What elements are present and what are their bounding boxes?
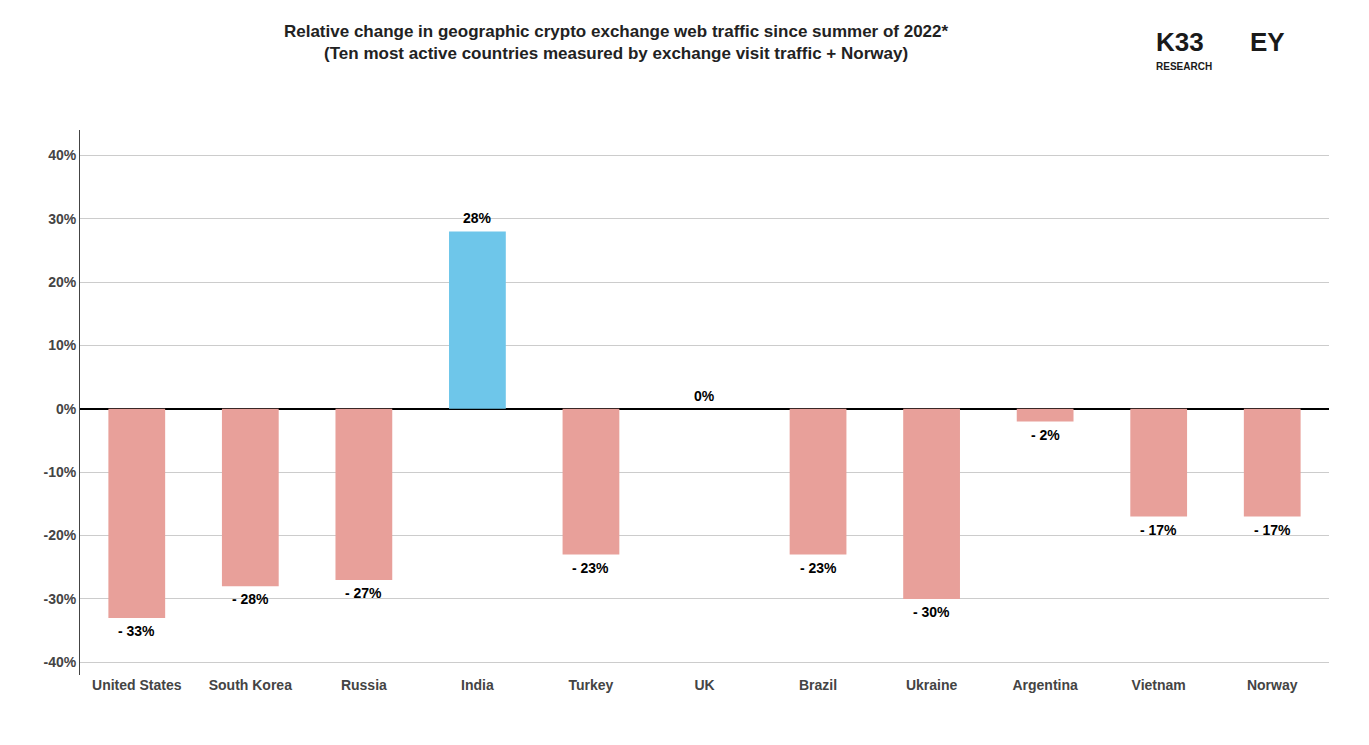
- svg-text:United States: United States: [92, 677, 182, 693]
- svg-text:10%: 10%: [48, 337, 77, 353]
- svg-text:20%: 20%: [48, 274, 77, 290]
- svg-text:0%: 0%: [56, 401, 77, 417]
- svg-text:Ukraine: Ukraine: [906, 677, 958, 693]
- svg-text:Norway: Norway: [1247, 677, 1298, 693]
- svg-text:-10%: -10%: [44, 464, 77, 480]
- svg-text:Argentina: Argentina: [1012, 677, 1078, 693]
- svg-text:EY: EY: [1250, 27, 1285, 57]
- svg-text:- 33%: - 33%: [118, 623, 155, 639]
- svg-text:0%: 0%: [694, 388, 715, 404]
- svg-text:30%: 30%: [48, 211, 77, 227]
- svg-text:-40%: -40%: [44, 654, 77, 670]
- svg-text:UK: UK: [694, 677, 714, 693]
- svg-text:- 23%: - 23%: [572, 560, 609, 576]
- svg-text:Brazil: Brazil: [799, 677, 837, 693]
- svg-text:K33: K33: [1156, 27, 1204, 57]
- svg-text:- 27%: - 27%: [345, 585, 382, 601]
- svg-text:South Korea: South Korea: [209, 677, 292, 693]
- svg-text:- 23%: - 23%: [800, 560, 837, 576]
- svg-text:Russia: Russia: [341, 677, 387, 693]
- svg-text:Turkey: Turkey: [569, 677, 614, 693]
- svg-text:- 30%: - 30%: [913, 604, 950, 620]
- svg-text:28%: 28%: [463, 210, 492, 226]
- svg-text:- 2%: - 2%: [1031, 427, 1060, 443]
- svg-text:- 17%: - 17%: [1140, 522, 1177, 538]
- svg-text:India: India: [461, 677, 494, 693]
- svg-text:RESEARCH: RESEARCH: [1156, 61, 1212, 72]
- svg-text:-20%: -20%: [44, 527, 77, 543]
- svg-text:- 28%: - 28%: [232, 591, 269, 607]
- svg-text:Vietnam: Vietnam: [1132, 677, 1186, 693]
- svg-text:- 17%: - 17%: [1254, 522, 1291, 538]
- svg-text:Relative change in geographic: Relative change in geographic crypto exc…: [284, 22, 949, 63]
- svg-text:40%: 40%: [48, 147, 77, 163]
- svg-text:-30%: -30%: [44, 591, 77, 607]
